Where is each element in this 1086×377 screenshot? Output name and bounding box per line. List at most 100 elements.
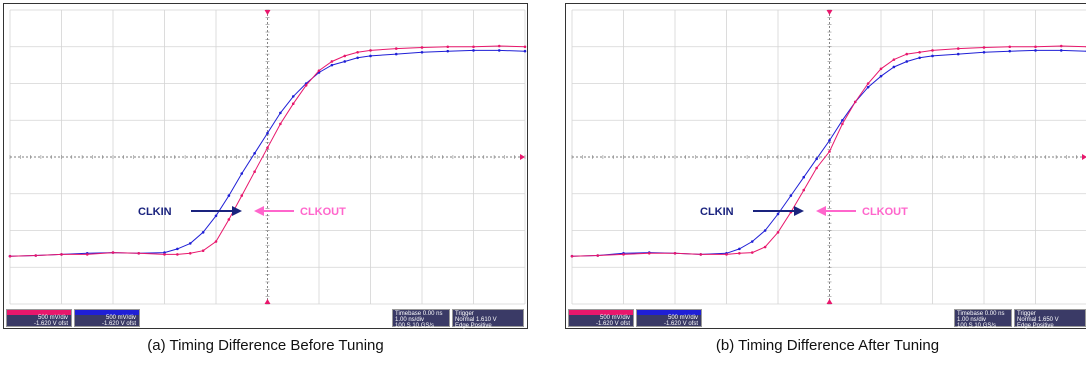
series-clkout-b — [570, 44, 1086, 258]
data-point — [111, 251, 115, 254]
timebase-box: Timebase 0.00 ns 1.00 ns/div 100 S 10 GS/s — [954, 309, 1012, 329]
data-point — [905, 60, 909, 63]
info-text: Normal 1.650 V — [1017, 317, 1059, 323]
data-point — [266, 146, 269, 150]
data-point — [931, 49, 934, 52]
channel-1-box: 500 mV/div -1.620 V ofst — [6, 309, 72, 327]
info-text: Timebase 0.00 ns — [957, 311, 1005, 317]
trigger-box: Trigger Normal 1.610 V Edge Positive — [452, 309, 524, 329]
series-line — [571, 49, 1086, 257]
data-point — [214, 240, 218, 243]
data-point — [163, 253, 166, 256]
channel-color-tab — [569, 310, 633, 315]
series-line — [9, 49, 526, 257]
data-point — [201, 249, 205, 253]
data-point — [750, 251, 754, 254]
data-point — [279, 111, 282, 115]
info-text: 1.00 ns/div — [395, 317, 425, 323]
info-bar-b: 500 mV/div -1.620 V ofst 500 mV/div -1.620 … — [566, 307, 1086, 329]
data-point — [472, 45, 475, 49]
data-point — [240, 172, 244, 175]
data-point — [356, 56, 359, 60]
data-point — [497, 44, 501, 48]
data-point — [317, 69, 321, 72]
grid-a — [9, 9, 526, 305]
annotation-clkin-a: CLKIN — [138, 206, 172, 218]
data-point — [982, 46, 986, 49]
data-point — [892, 58, 896, 61]
trigger-top-marker — [826, 10, 833, 15]
data-point — [866, 85, 870, 89]
channel-setting: -1.620 V ofst — [101, 321, 136, 327]
data-point — [291, 102, 295, 106]
data-point — [188, 251, 192, 255]
data-point — [304, 84, 308, 87]
scope-svg-b: CLKIN CLKOUT — [570, 9, 1086, 305]
trigger-box: Trigger Normal 1.650 V Edge Positive — [1014, 309, 1086, 329]
annotation-clkout-a: CLKOUT — [300, 206, 346, 218]
info-text: Timebase 0.00 ns — [395, 311, 443, 317]
info-text: 100 S 10 GS/s — [395, 323, 435, 329]
info-text: Edge Positive — [1017, 323, 1054, 329]
channel-setting: -1.620 V ofst — [595, 321, 630, 327]
data-point — [841, 118, 844, 122]
data-point — [802, 188, 806, 192]
data-point — [176, 247, 179, 251]
data-point — [137, 251, 141, 255]
data-point — [330, 63, 334, 67]
data-point — [253, 170, 256, 173]
channel-1-box: 500 mV/div -1.620 V ofst — [568, 309, 634, 327]
data-point — [394, 47, 398, 50]
data-point — [673, 251, 677, 255]
data-point — [8, 254, 12, 258]
channel-setting: -1.620 V ofst — [663, 321, 698, 327]
data-point — [176, 253, 179, 256]
data-point — [841, 122, 844, 126]
data-point — [1008, 49, 1012, 53]
channel-color-tab — [7, 310, 71, 315]
data-point — [1008, 45, 1012, 49]
data-point — [343, 54, 347, 58]
data-point — [853, 100, 857, 104]
data-point — [523, 45, 527, 49]
data-point — [343, 60, 347, 63]
caption-b: (b) Timing Difference After Tuning — [715, 337, 940, 354]
data-point — [956, 52, 960, 56]
trigger-time-marker — [826, 299, 833, 304]
arrowhead-clkin — [232, 206, 242, 216]
data-point — [472, 49, 475, 52]
data-point — [982, 50, 986, 54]
channel-setting: -1.620 V ofst — [33, 321, 68, 327]
data-point — [214, 214, 218, 218]
data-point — [570, 254, 574, 258]
data-point — [1034, 45, 1037, 49]
data-point — [738, 251, 741, 255]
data-point — [369, 54, 372, 58]
data-point — [201, 231, 205, 234]
info-text: Normal 1.610 V — [455, 317, 497, 323]
data-point — [699, 253, 703, 256]
data-point — [446, 49, 450, 53]
arrowhead-clkout — [254, 206, 264, 216]
info-text: Edge Positive — [455, 323, 492, 329]
grid-b — [571, 9, 1086, 305]
data-point — [163, 251, 166, 254]
channel-setting: 500 mV/div — [37, 315, 68, 321]
data-point — [1059, 49, 1063, 52]
channel-color-tab — [637, 310, 701, 315]
data-point — [446, 45, 450, 49]
info-text: Trigger — [455, 311, 474, 317]
info-text: 100 S 10 GS/s — [957, 323, 997, 329]
data-point — [828, 139, 831, 142]
data-point — [892, 65, 896, 69]
data-point — [750, 240, 754, 243]
data-point — [956, 47, 960, 50]
arrowhead-clkin — [794, 206, 804, 216]
data-point — [763, 229, 767, 232]
channel-2-box: 500 mV/div -1.620 V ofst — [74, 309, 140, 327]
data-point — [1059, 44, 1063, 48]
data-point — [60, 253, 63, 256]
channel-setting: 500 mV/div — [667, 315, 698, 321]
data-point — [738, 247, 741, 251]
data-point — [776, 231, 780, 234]
